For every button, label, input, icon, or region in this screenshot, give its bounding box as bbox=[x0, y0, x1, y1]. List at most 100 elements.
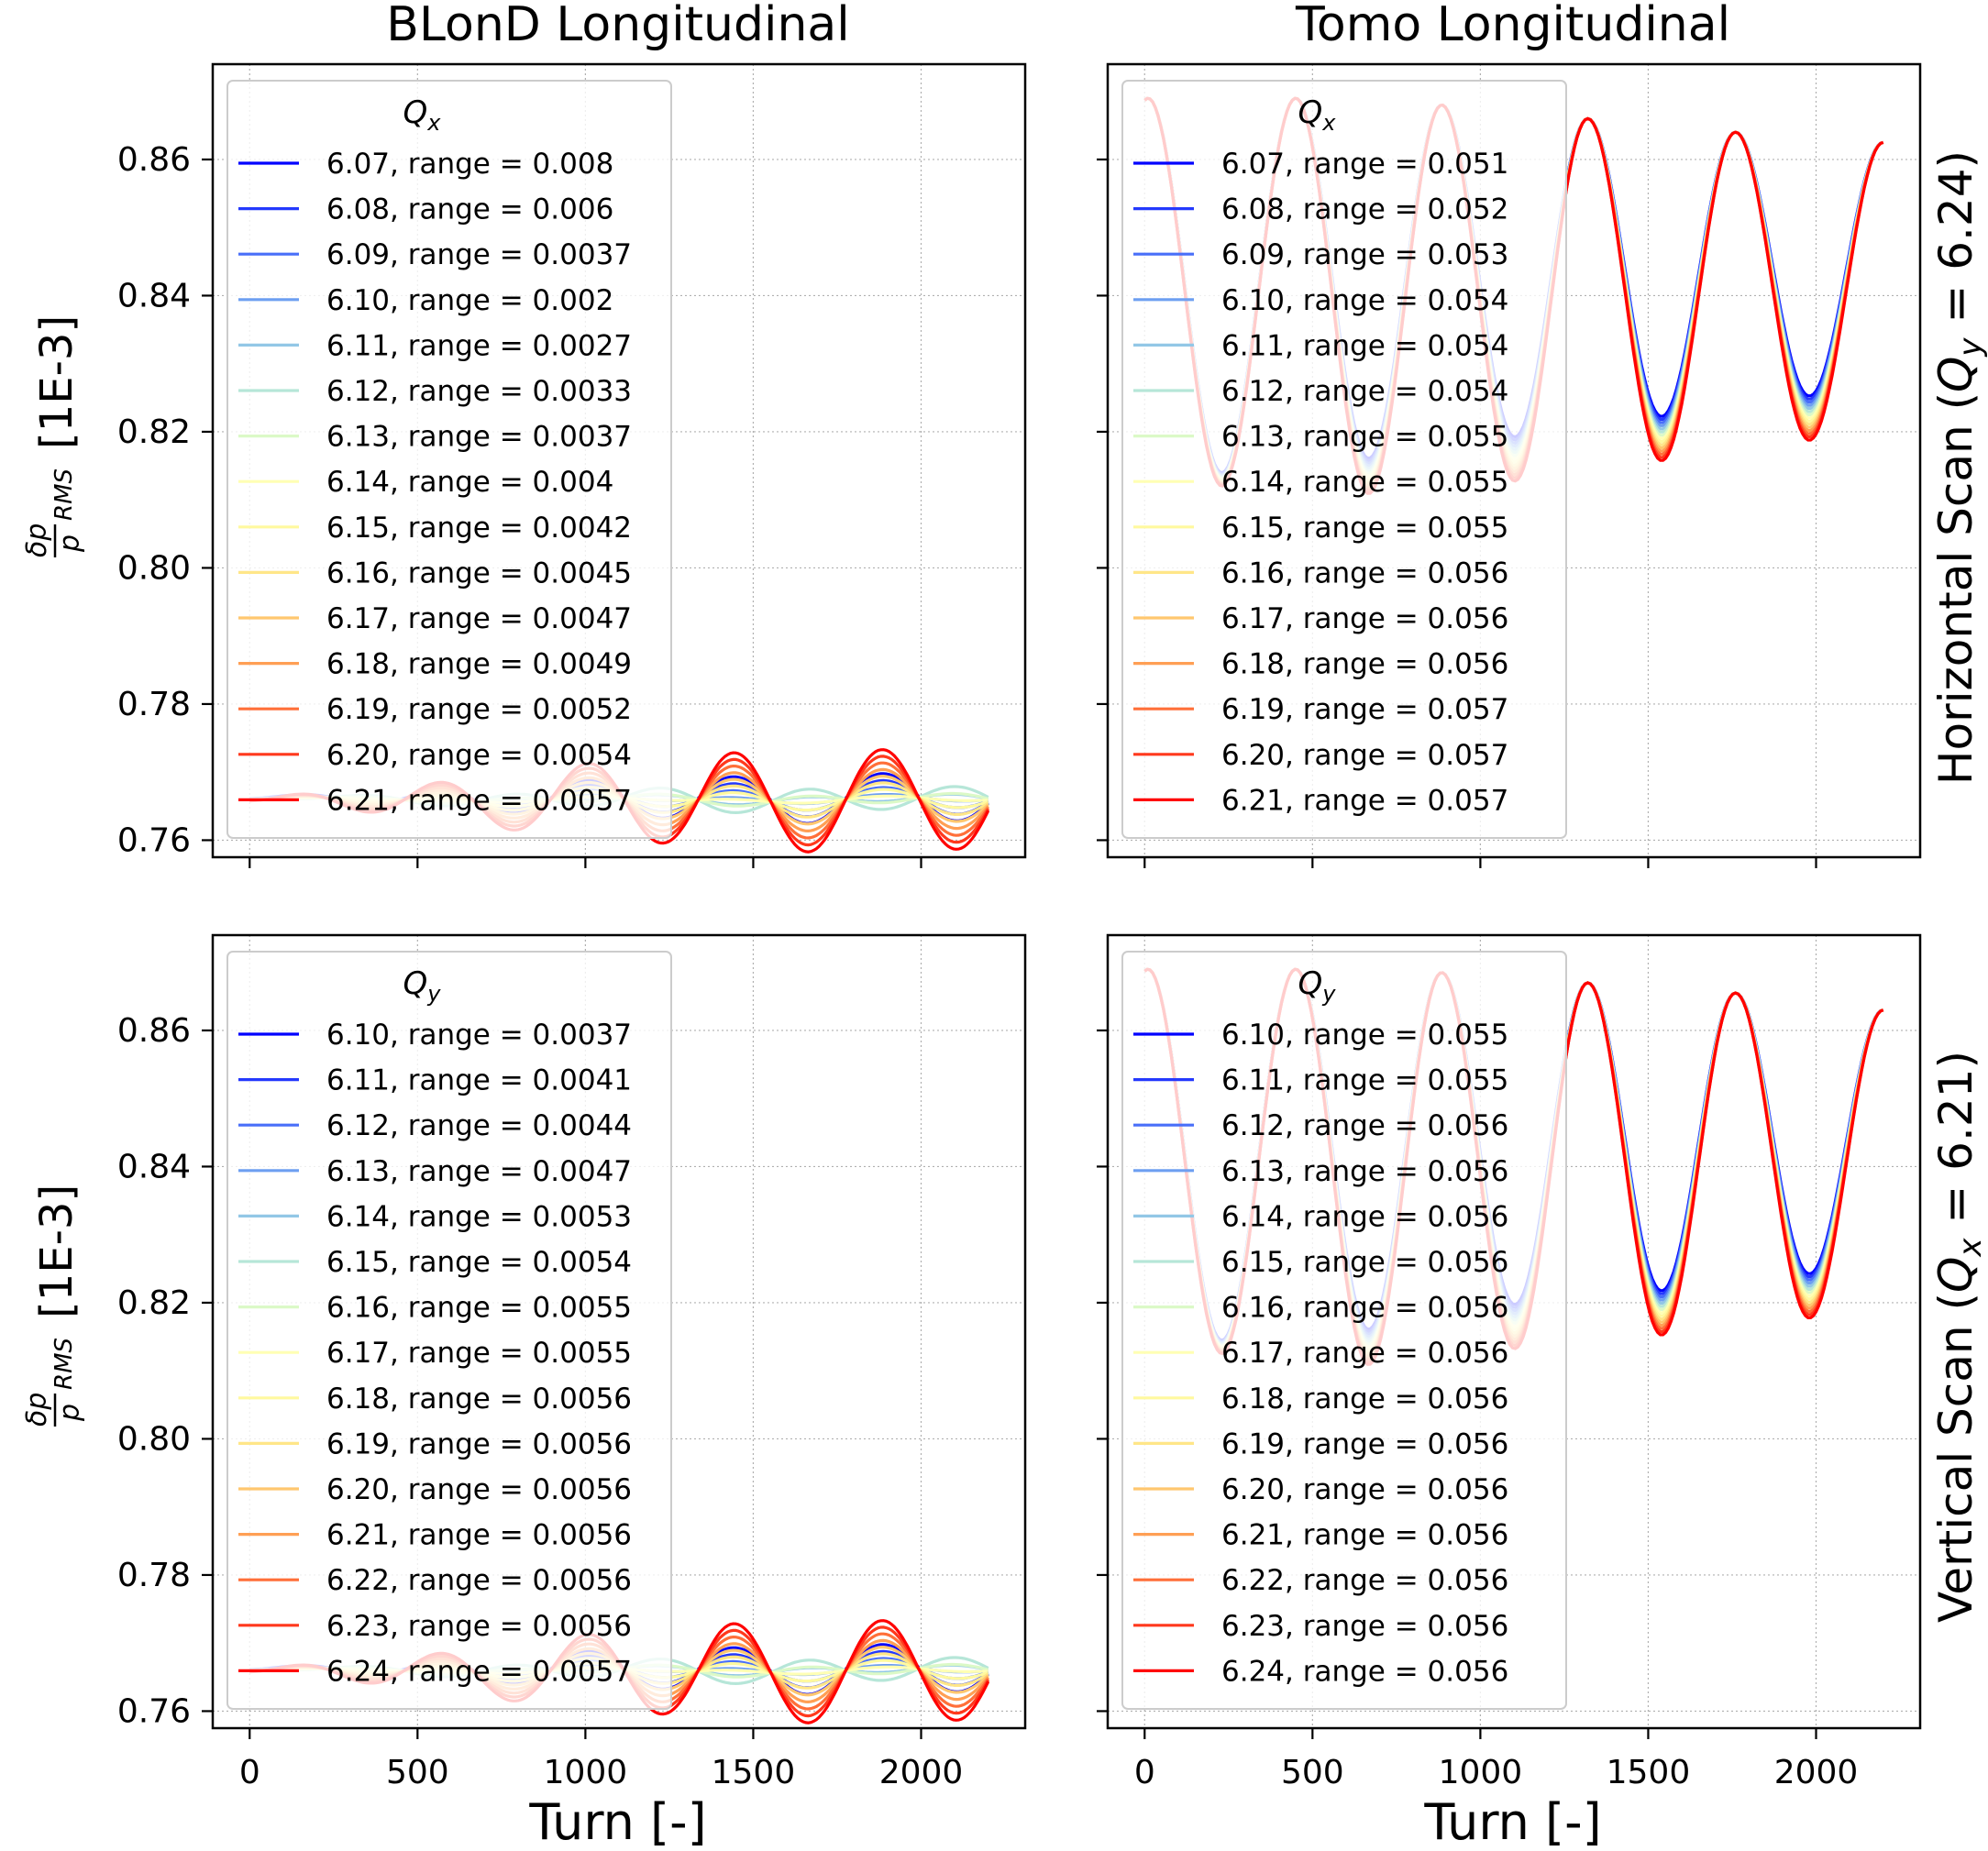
legend-entry: 6.24, range = 0.0057 bbox=[326, 1655, 632, 1688]
legend-entry: 6.14, range = 0.056 bbox=[1221, 1200, 1508, 1233]
legend-entry: 6.23, range = 0.056 bbox=[1221, 1610, 1508, 1643]
legend-entry: 6.15, range = 0.0042 bbox=[326, 512, 632, 545]
legend-entry: 6.16, range = 0.0045 bbox=[326, 556, 632, 589]
legend-entry: 6.19, range = 0.0056 bbox=[326, 1427, 632, 1460]
x-tick-label: 2000 bbox=[879, 1754, 964, 1791]
legend-entry: 6.22, range = 0.056 bbox=[1221, 1564, 1508, 1597]
legend-entry: 6.12, range = 0.054 bbox=[1221, 375, 1508, 408]
row-label-subscript: y bbox=[1952, 337, 1988, 358]
legend-box bbox=[226, 951, 672, 1710]
legend-entry: 6.07, range = 0.051 bbox=[1221, 148, 1508, 181]
y-tick-label: 0.78 bbox=[117, 1557, 191, 1594]
legend-entry: 6.23, range = 0.0056 bbox=[326, 1610, 632, 1643]
row-label-horizontal-scan: Horizontal Scan (Qy = 6.24) bbox=[1929, 150, 1988, 785]
legend-entry: 6.19, range = 0.0052 bbox=[326, 693, 632, 726]
legend-title-subscript: y bbox=[426, 981, 441, 1007]
y-label-num: δp bbox=[21, 1393, 53, 1427]
chart-panel-2: Qx 6.07, range = 0.051 6.08, range = 0.052… bbox=[1097, 62, 1922, 868]
y-tick-label: 0.86 bbox=[117, 1012, 191, 1050]
legend-title-symbol: Q bbox=[1298, 94, 1323, 131]
legend-entry: 6.12, range = 0.0044 bbox=[326, 1109, 632, 1142]
legend-entry: 6.10, range = 0.054 bbox=[1221, 284, 1508, 317]
y-axis-label-bottom: δp p RMS [1E-3] bbox=[21, 1184, 86, 1427]
column-title-tomo: Tomo Longitudinal bbox=[1295, 0, 1730, 52]
column-title-blond: BLonD Longitudinal bbox=[386, 0, 849, 52]
legend-title-subscript: x bbox=[1321, 110, 1336, 136]
chart-panel-1: 0.76 0.78 0.80 0.82 0.84 0.86 Qx 6.07, range = … bbox=[117, 62, 1027, 868]
legend-entry: 6.21, range = 0.057 bbox=[1221, 784, 1508, 817]
legend: Qx 6.07, range = 0.051 6.08, range = 0.052… bbox=[1121, 80, 1567, 839]
legend-entry: 6.13, range = 0.056 bbox=[1221, 1155, 1508, 1188]
legend-title: Qy bbox=[403, 965, 442, 1007]
legend-entry: 6.21, range = 0.0057 bbox=[326, 784, 632, 817]
legend-entry: 6.10, range = 0.0037 bbox=[326, 1019, 632, 1052]
y-tick-label: 0.84 bbox=[117, 1148, 191, 1185]
row-label-vertical-scan: Vertical Scan (Qx = 6.21) bbox=[1929, 1051, 1988, 1623]
legend-entry: 6.08, range = 0.006 bbox=[326, 193, 613, 226]
x-tick-label: 1000 bbox=[1439, 1754, 1523, 1791]
legend-entry: 6.18, range = 0.0049 bbox=[326, 648, 632, 681]
legend-entry: 6.13, range = 0.0047 bbox=[326, 1155, 632, 1188]
panels: 0.76 0.78 0.80 0.82 0.84 0.86 Qx 6.07, range = … bbox=[117, 62, 1922, 1791]
legend-box bbox=[226, 80, 672, 839]
legend-entry: 6.12, range = 0.0033 bbox=[326, 375, 632, 408]
legend-box bbox=[1121, 951, 1567, 1710]
legend-title: Qx bbox=[403, 94, 442, 136]
x-axis-label-right: Turn [-] bbox=[1423, 1793, 1601, 1851]
y-axis-label-top: δp p RMS [1E-3] bbox=[21, 315, 86, 557]
legend: Qy 6.10, range = 0.0037 6.11, range = 0.00… bbox=[226, 951, 672, 1710]
x-tick-label: 500 bbox=[386, 1754, 449, 1791]
y-label-den: p bbox=[54, 534, 86, 553]
legend-entry: 6.11, range = 0.055 bbox=[1221, 1064, 1508, 1097]
y-tick-label: 0.80 bbox=[117, 549, 191, 587]
row-label-symbol: Q bbox=[1929, 357, 1982, 392]
axes-frame bbox=[1106, 933, 1922, 1730]
y-tick-label: 0.80 bbox=[117, 1420, 191, 1458]
y-tick-label: 0.76 bbox=[117, 1692, 191, 1730]
legend-title-symbol: Q bbox=[403, 94, 428, 131]
y-label-den: p bbox=[54, 1404, 86, 1422]
legend-entry: 6.14, range = 0.0053 bbox=[326, 1200, 632, 1233]
legend-entry: 6.20, range = 0.056 bbox=[1221, 1473, 1508, 1506]
y-tick-label: 0.82 bbox=[117, 1284, 191, 1322]
legend-box bbox=[1121, 80, 1567, 839]
y-label-unit: [1E-3] bbox=[31, 1184, 83, 1318]
x-tick-label: 1500 bbox=[1607, 1754, 1691, 1791]
x-axis-label-left: Turn [-] bbox=[528, 1793, 706, 1851]
legend-entry: 6.11, range = 0.054 bbox=[1221, 329, 1508, 362]
legend-entry: 6.20, range = 0.057 bbox=[1221, 739, 1508, 772]
legend-entry: 6.16, range = 0.0055 bbox=[326, 1292, 632, 1325]
legend-entry: 6.20, range = 0.0056 bbox=[326, 1473, 632, 1506]
legend-entry: 6.20, range = 0.0054 bbox=[326, 739, 632, 772]
legend-entry: 6.21, range = 0.0056 bbox=[326, 1519, 632, 1552]
x-tick-label: 1500 bbox=[712, 1754, 796, 1791]
y-tick-label: 0.82 bbox=[117, 413, 191, 451]
legend-entry: 6.19, range = 0.057 bbox=[1221, 693, 1508, 726]
legend: Qx 6.07, range = 0.008 6.08, range = 0.006… bbox=[226, 80, 672, 839]
x-tick-label: 2000 bbox=[1774, 1754, 1859, 1791]
row-label-symbol: Q bbox=[1929, 1257, 1982, 1293]
legend-title-symbol: Q bbox=[403, 965, 428, 1002]
axes-frame bbox=[1106, 62, 1922, 859]
axes-frame bbox=[211, 62, 1027, 859]
legend-entry: 6.16, range = 0.056 bbox=[1221, 556, 1508, 589]
y-label-sub: RMS bbox=[50, 1338, 78, 1390]
legend-entry: 6.17, range = 0.056 bbox=[1221, 1337, 1508, 1370]
legend-entry: 6.18, range = 0.0056 bbox=[326, 1383, 632, 1416]
legend-entry: 6.21, range = 0.056 bbox=[1221, 1519, 1508, 1552]
y-label-unit: [1E-3] bbox=[31, 315, 83, 449]
legend-entry: 6.17, range = 0.0055 bbox=[326, 1337, 632, 1370]
legend-entry: 6.17, range = 0.0047 bbox=[326, 602, 632, 635]
legend-entry: 6.14, range = 0.004 bbox=[326, 466, 613, 499]
axes-frame bbox=[211, 933, 1027, 1730]
legend-entry: 6.07, range = 0.008 bbox=[326, 148, 613, 181]
legend-entry: 6.18, range = 0.056 bbox=[1221, 1383, 1508, 1416]
row-label-prefix: Horizontal Scan ( bbox=[1929, 392, 1982, 785]
legend: Qy 6.10, range = 0.055 6.11, range = 0.055… bbox=[1121, 951, 1567, 1710]
legend-entry: 6.16, range = 0.056 bbox=[1221, 1292, 1508, 1325]
legend-entry: 6.09, range = 0.0037 bbox=[326, 238, 632, 271]
legend-title-subscript: y bbox=[1321, 981, 1336, 1007]
legend-entry: 6.10, range = 0.055 bbox=[1221, 1019, 1508, 1052]
legend-entry: 6.24, range = 0.056 bbox=[1221, 1655, 1508, 1688]
